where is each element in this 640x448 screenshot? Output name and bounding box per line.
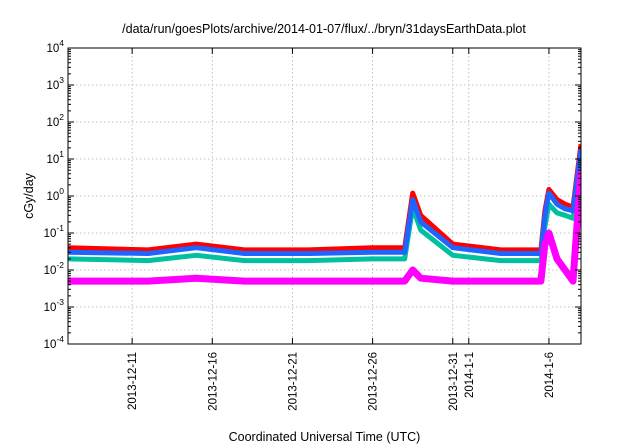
y-tick-label: 104	[46, 38, 64, 55]
y-tick-labels: 10-4 10-3 10-2 10-1 100 101 102 103 104	[44, 38, 65, 351]
x-tick-label: 2013-12-31	[448, 352, 460, 411]
y-tick-label: 102	[46, 112, 64, 129]
grid	[68, 48, 581, 344]
series-line	[68, 158, 581, 264]
x-tick-label: 2014-1-1	[464, 352, 476, 398]
y-tick-label: 103	[46, 75, 64, 92]
ticks	[68, 47, 581, 345]
series-line	[68, 169, 581, 285]
x-tick-label: 2013-12-16	[207, 352, 219, 411]
x-tick-label: 2013-12-21	[287, 352, 299, 411]
y-tick-label: 10-4	[44, 334, 65, 351]
y-tick-label: 10-1	[44, 223, 65, 240]
series-layer	[68, 143, 581, 285]
y-tick-label: 10-3	[44, 297, 65, 314]
y-tick-label: 10-2	[44, 260, 65, 277]
x-tick-label: 2013-12-26	[368, 352, 380, 411]
x-tick-labels: 2013-12-11 2013-12-16 2013-12-21 2013-12-26…	[127, 352, 556, 411]
y-axis-label: cGy/day	[22, 172, 36, 219]
series-line	[68, 143, 581, 253]
x-tick-label: 2014-1-6	[544, 352, 556, 398]
y-tick-label: 101	[46, 149, 64, 166]
y-tick-label: 100	[46, 186, 64, 203]
x-tick-label: 2013-12-11	[127, 352, 139, 410]
series-line	[68, 149, 581, 256]
x-axis-label: Coordinated Universal Time (UTC)	[229, 430, 421, 444]
chart-title: /data/run/goesPlots/archive/2014-01-07/f…	[122, 22, 526, 36]
